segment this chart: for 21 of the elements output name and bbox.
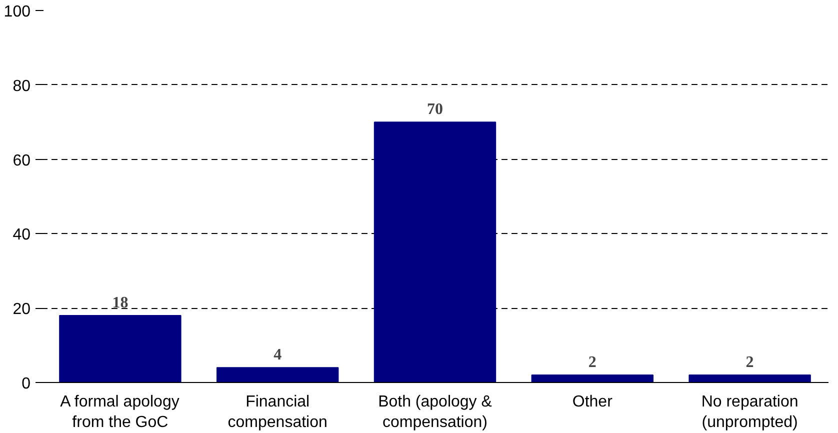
y-tick-label: 0 [22,376,31,392]
bar [374,122,496,382]
data-label: 18 [112,294,128,312]
x-tick-label: Other [572,394,614,410]
y-tick-label: 40 [12,226,31,244]
x-tick-label: Both (apology & compensation) [378,394,492,431]
bar [59,315,182,382]
data-label: 70 [427,101,443,118]
y-tick-label: 60 [12,152,31,170]
y-tick-label: 80 [12,78,31,95]
data-label: 2 [746,354,754,372]
x-tick-label: Financial compensation [228,394,328,431]
bar [216,367,339,382]
data-label: 4 [274,346,282,364]
bar [688,374,811,382]
y-tick-label: 100 [4,4,31,20]
x-tick-label: A formal apology from the GoC [60,394,180,431]
x-tick-label: No reparation (unprompted) [701,394,798,431]
bar [531,374,654,382]
data-label: 2 [588,354,596,372]
y-tick-label: 20 [12,301,31,318]
